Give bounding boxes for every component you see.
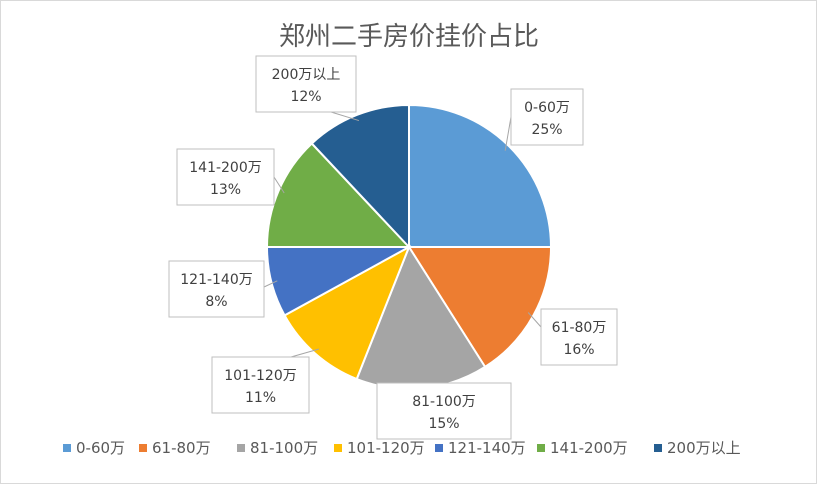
pie-slices <box>265 103 553 390</box>
legend-label: 61-80万 <box>152 439 211 457</box>
data-label-percent: 16% <box>563 342 594 358</box>
data-label-category: 141-200万 <box>189 160 262 176</box>
pie-slice <box>310 103 410 250</box>
pie-slice <box>283 244 411 381</box>
callout-box <box>176 148 275 206</box>
data-label-callouts: 0-60万 25% 61-80万 16% 81-100万 15% 101-120万 11% 12… <box>168 55 618 440</box>
legend-swatch <box>237 444 245 452</box>
chart-title: 郑州二手房价挂价占比 <box>279 22 539 52</box>
data-label-category: 61-80万 <box>552 320 607 336</box>
data-label-percent: 11% <box>245 390 276 406</box>
data-label-percent: 15% <box>428 416 459 432</box>
leader-line <box>263 280 278 288</box>
callout-box <box>510 88 584 146</box>
callout-box <box>376 382 512 440</box>
legend-label: 81-100万 <box>250 439 318 457</box>
legend-swatch <box>435 444 443 452</box>
leader-lines <box>263 111 542 384</box>
legend-swatch <box>63 444 71 452</box>
data-label-category: 81-100万 <box>412 394 476 410</box>
data-label-category: 101-120万 <box>224 368 297 384</box>
legend-label: 200万以上 <box>667 439 741 457</box>
leader-line <box>527 312 542 328</box>
data-label-category: 0-60万 <box>524 100 570 116</box>
leader-line <box>504 116 512 151</box>
data-label-category: 121-140万 <box>180 272 253 288</box>
pie-slice <box>408 103 553 248</box>
legend-label: 121-140万 <box>448 439 526 457</box>
data-label-percent: 13% <box>210 182 241 198</box>
data-label-percent: 25% <box>531 122 562 138</box>
legend-label: 0-60万 <box>76 439 125 457</box>
legend-swatch <box>139 444 147 452</box>
legend-swatch <box>654 444 662 452</box>
data-label-category: 200万以上 <box>272 67 341 83</box>
pie-slice <box>265 142 412 248</box>
leader-line <box>273 176 285 194</box>
callout-box <box>211 356 310 414</box>
data-label-percent: 8% <box>205 294 227 310</box>
legend-swatch <box>537 444 545 452</box>
callout-box <box>540 308 618 366</box>
data-label-percent: 12% <box>290 89 321 105</box>
leader-line <box>290 348 320 358</box>
legend-label: 101-120万 <box>347 439 425 457</box>
callout-box <box>255 55 357 113</box>
leader-line <box>330 111 360 122</box>
legend-swatch <box>334 444 342 452</box>
legend: 0-60万 61-80万 81-100万 101-120万 121-140万 141-20… <box>63 439 741 457</box>
pie-slice <box>407 246 553 369</box>
callout-box <box>168 260 265 318</box>
legend-label: 141-200万 <box>550 439 628 457</box>
